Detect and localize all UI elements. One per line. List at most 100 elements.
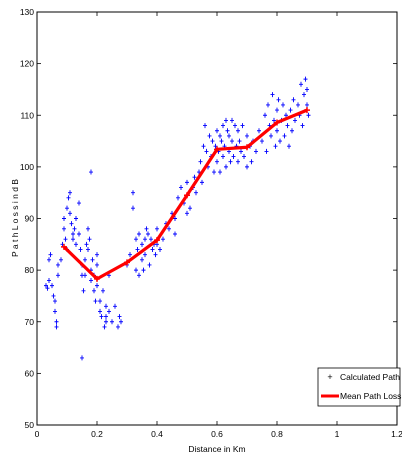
scatter-point bbox=[215, 128, 219, 134]
x-tick-label: 0.8 bbox=[271, 429, 283, 439]
scatter-point bbox=[54, 319, 59, 325]
scatter-point bbox=[104, 319, 108, 325]
scatter-point bbox=[176, 195, 180, 201]
scatter-point bbox=[74, 216, 78, 221]
scatter-point bbox=[296, 102, 300, 108]
scatter-point bbox=[237, 138, 242, 144]
scatter-point bbox=[80, 355, 84, 361]
x-tick-label: 1.2 bbox=[391, 429, 402, 439]
scatter-point bbox=[144, 226, 149, 232]
scatter-point bbox=[104, 303, 108, 309]
scatter-point bbox=[275, 107, 279, 113]
scatter-point bbox=[254, 148, 258, 154]
scatter-point bbox=[62, 226, 66, 232]
legend-marker-calculated: + bbox=[327, 372, 332, 382]
scatter-point bbox=[245, 164, 249, 170]
scatter-point bbox=[269, 133, 273, 139]
y-tick-label: 120 bbox=[20, 59, 34, 69]
scatter-point bbox=[306, 112, 311, 118]
scatter-point bbox=[140, 241, 144, 247]
scatter-point bbox=[290, 128, 294, 134]
mean-path-loss-series bbox=[61, 107, 310, 282]
scatter-point bbox=[219, 138, 224, 144]
scatter-point bbox=[167, 226, 171, 232]
scatter-point bbox=[218, 133, 222, 139]
scatter-point bbox=[194, 190, 198, 196]
x-tick-label: 0.4 bbox=[151, 429, 163, 439]
scatter-point bbox=[239, 148, 243, 154]
mean-point bbox=[61, 243, 67, 250]
scatter-point bbox=[201, 143, 206, 149]
mean-point bbox=[214, 146, 220, 153]
scatter-point bbox=[72, 226, 77, 232]
scatter-point bbox=[134, 267, 138, 273]
scatter-point bbox=[215, 159, 219, 165]
scatter-point bbox=[221, 123, 225, 129]
scatter-point bbox=[240, 123, 245, 129]
scatter-point bbox=[83, 272, 87, 278]
scatter-point bbox=[273, 143, 278, 149]
scatter-point bbox=[242, 154, 246, 160]
scatter-point bbox=[74, 241, 78, 247]
scatter-point bbox=[185, 210, 189, 216]
scatter-point bbox=[147, 262, 152, 268]
scatter-point bbox=[276, 97, 281, 103]
scatter-point bbox=[173, 231, 177, 237]
scatter-point bbox=[203, 123, 207, 129]
scatter-point bbox=[236, 159, 240, 165]
legend-box bbox=[317, 367, 401, 407]
y-tick-label: 100 bbox=[20, 162, 34, 172]
scatter-point bbox=[221, 154, 225, 160]
mean-point bbox=[184, 192, 190, 199]
scatter-point bbox=[77, 231, 81, 237]
y-tick-label: 60 bbox=[25, 368, 35, 378]
scatter-point bbox=[173, 216, 177, 221]
legend-label-calculated: Calculated Path Loss bbox=[340, 372, 402, 382]
mean-point bbox=[94, 275, 100, 282]
scatter-point bbox=[77, 200, 81, 206]
x-tick-label: 0.2 bbox=[91, 429, 103, 439]
scatter-point bbox=[231, 154, 236, 160]
scatter-point bbox=[51, 293, 56, 299]
scatter-point bbox=[107, 308, 111, 314]
scatter-point bbox=[305, 86, 309, 92]
scatter-point bbox=[86, 226, 90, 232]
x-axis-label: Distance in Km bbox=[188, 444, 245, 454]
scatter-point bbox=[263, 112, 267, 118]
scatter-point bbox=[282, 133, 287, 139]
scatter-point bbox=[90, 257, 95, 263]
scatter-point bbox=[95, 252, 99, 258]
scatter-point bbox=[230, 117, 234, 123]
scatter-point bbox=[302, 92, 306, 98]
scatter-point bbox=[86, 246, 90, 252]
scatter-point bbox=[264, 148, 269, 154]
scatter-point bbox=[87, 236, 92, 242]
scatter-point bbox=[48, 252, 53, 258]
plot-area bbox=[36, 11, 398, 426]
scatter-point bbox=[98, 308, 102, 314]
scatter-point bbox=[131, 190, 135, 196]
scatter-point bbox=[137, 231, 141, 237]
scatter-point bbox=[158, 246, 162, 252]
scatter-point bbox=[245, 133, 249, 139]
scatter-point bbox=[204, 148, 209, 154]
y-tick-label: 130 bbox=[20, 7, 34, 17]
y-axis-ticks: 50 60 70 80 90 100 110 120 130 bbox=[20, 7, 397, 430]
scatter-point bbox=[54, 324, 59, 330]
scatter-point bbox=[143, 236, 147, 242]
scatter-point bbox=[131, 205, 135, 211]
scatter-point bbox=[179, 185, 183, 191]
mean-point bbox=[124, 259, 130, 266]
scatter-point bbox=[288, 107, 293, 113]
scatter-point bbox=[95, 283, 99, 289]
scatter-point bbox=[50, 283, 54, 289]
scatter-point bbox=[63, 236, 68, 242]
scatter-point bbox=[198, 159, 203, 165]
scatter-point bbox=[89, 169, 93, 175]
scatter-point bbox=[113, 303, 117, 309]
scatter-point bbox=[270, 92, 275, 98]
scatter-point bbox=[93, 298, 98, 304]
scatter-point bbox=[266, 102, 270, 108]
scatter-point bbox=[110, 319, 114, 325]
scatter-point bbox=[92, 288, 96, 294]
